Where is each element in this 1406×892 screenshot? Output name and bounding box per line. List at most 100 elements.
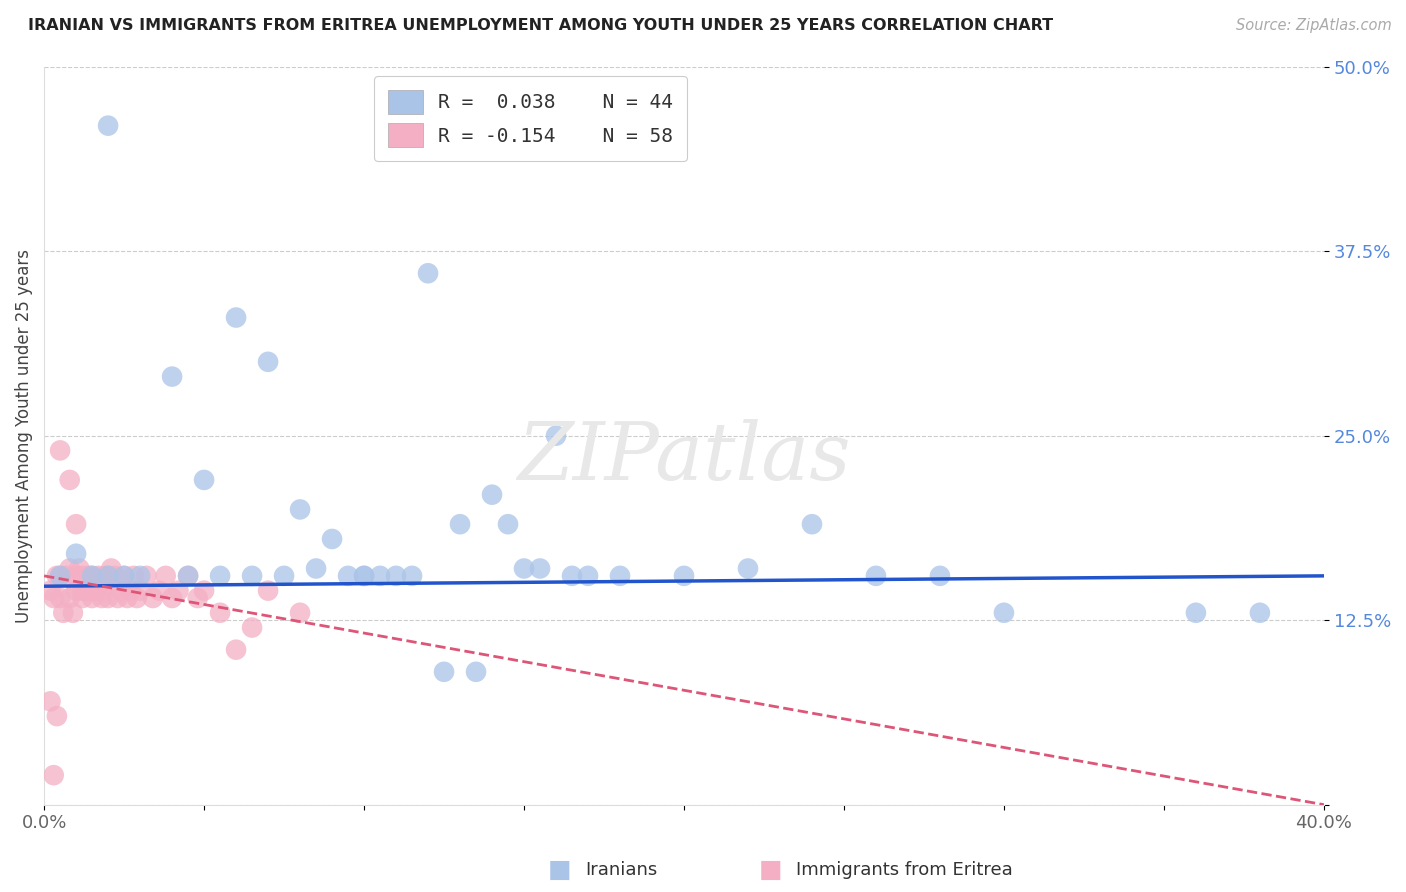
Point bbox=[225, 642, 247, 657]
Point bbox=[135, 569, 157, 583]
Point bbox=[82, 583, 104, 598]
Point bbox=[240, 569, 263, 583]
Point bbox=[75, 583, 97, 598]
Point bbox=[993, 606, 1015, 620]
Point bbox=[72, 583, 94, 598]
Point bbox=[288, 502, 311, 516]
Point bbox=[288, 606, 311, 620]
Point bbox=[49, 569, 72, 583]
Y-axis label: Unemployment Among Youth under 25 years: Unemployment Among Youth under 25 years bbox=[15, 249, 32, 623]
Point bbox=[82, 569, 104, 583]
Point bbox=[82, 569, 104, 583]
Text: ■: ■ bbox=[548, 858, 571, 881]
Point bbox=[160, 369, 183, 384]
Point bbox=[257, 583, 280, 598]
Point bbox=[433, 665, 456, 679]
Point bbox=[737, 561, 759, 575]
Point bbox=[72, 591, 94, 605]
Point bbox=[353, 569, 375, 583]
Point bbox=[125, 591, 148, 605]
Point bbox=[385, 569, 408, 583]
Point bbox=[112, 569, 135, 583]
Point bbox=[257, 355, 280, 369]
Point bbox=[561, 569, 583, 583]
Point bbox=[65, 569, 87, 583]
Point bbox=[529, 561, 551, 575]
Point bbox=[401, 569, 423, 583]
Point bbox=[97, 119, 120, 133]
Point bbox=[65, 583, 87, 598]
Point bbox=[481, 488, 503, 502]
Point bbox=[1249, 606, 1271, 620]
Point bbox=[112, 569, 135, 583]
Point bbox=[449, 517, 471, 532]
Point bbox=[110, 583, 132, 598]
Point bbox=[65, 547, 87, 561]
Point bbox=[129, 569, 152, 583]
Point bbox=[225, 310, 247, 325]
Text: ■: ■ bbox=[759, 858, 782, 881]
Point bbox=[576, 569, 599, 583]
Text: Iranians: Iranians bbox=[585, 861, 658, 879]
Point bbox=[65, 517, 87, 532]
Point bbox=[177, 569, 200, 583]
Point bbox=[45, 709, 67, 723]
Point bbox=[45, 569, 67, 583]
Point bbox=[193, 583, 215, 598]
Point bbox=[240, 621, 263, 635]
Point bbox=[55, 569, 77, 583]
Point bbox=[100, 561, 122, 575]
Text: Source: ZipAtlas.com: Source: ZipAtlas.com bbox=[1236, 18, 1392, 33]
Point bbox=[90, 591, 112, 605]
Point bbox=[122, 569, 145, 583]
Point bbox=[353, 569, 375, 583]
Point bbox=[273, 569, 295, 583]
Point bbox=[84, 583, 107, 598]
Point bbox=[160, 591, 183, 605]
Point bbox=[90, 583, 112, 598]
Point bbox=[129, 583, 152, 598]
Point bbox=[67, 561, 90, 575]
Point bbox=[97, 569, 120, 583]
Point bbox=[117, 591, 139, 605]
Point bbox=[209, 606, 232, 620]
Point bbox=[59, 561, 82, 575]
Point bbox=[929, 569, 952, 583]
Point bbox=[321, 532, 343, 546]
Point bbox=[337, 569, 360, 583]
Point bbox=[305, 561, 328, 575]
Point bbox=[42, 591, 65, 605]
Point bbox=[97, 569, 120, 583]
Point bbox=[496, 517, 519, 532]
Point bbox=[42, 768, 65, 782]
Point bbox=[801, 517, 824, 532]
Point bbox=[209, 569, 232, 583]
Point bbox=[177, 569, 200, 583]
Point bbox=[368, 569, 391, 583]
Point bbox=[465, 665, 488, 679]
Point bbox=[49, 569, 72, 583]
Point bbox=[59, 591, 82, 605]
Point bbox=[155, 569, 177, 583]
Point bbox=[416, 266, 439, 280]
Point bbox=[39, 583, 62, 598]
Point bbox=[1185, 606, 1208, 620]
Point bbox=[672, 569, 695, 583]
Point bbox=[49, 443, 72, 458]
Point bbox=[544, 428, 567, 442]
Point bbox=[94, 569, 117, 583]
Point bbox=[82, 591, 104, 605]
Point bbox=[59, 473, 82, 487]
Point bbox=[167, 583, 190, 598]
Point bbox=[513, 561, 536, 575]
Point bbox=[52, 606, 75, 620]
Text: IRANIAN VS IMMIGRANTS FROM ERITREA UNEMPLOYMENT AMONG YOUTH UNDER 25 YEARS CORRE: IRANIAN VS IMMIGRANTS FROM ERITREA UNEMP… bbox=[28, 18, 1053, 33]
Point bbox=[609, 569, 631, 583]
Point bbox=[148, 583, 170, 598]
Point bbox=[865, 569, 887, 583]
Point bbox=[193, 473, 215, 487]
Point bbox=[77, 569, 100, 583]
Point bbox=[142, 591, 165, 605]
Text: Immigrants from Eritrea: Immigrants from Eritrea bbox=[796, 861, 1014, 879]
Point bbox=[49, 591, 72, 605]
